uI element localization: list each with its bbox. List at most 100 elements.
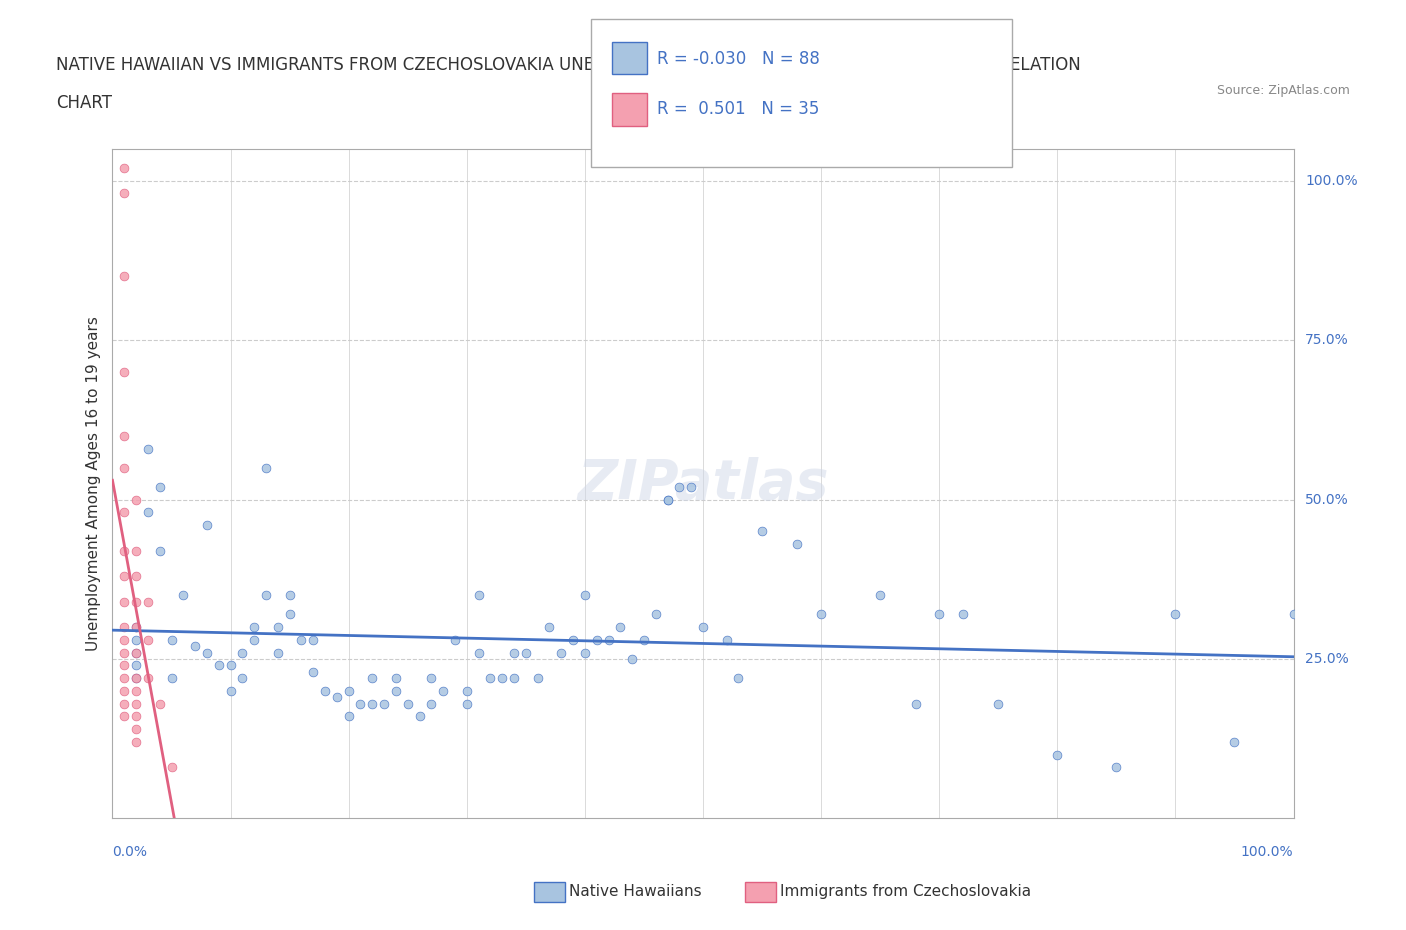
Point xyxy=(149,697,172,711)
Point xyxy=(125,658,148,672)
Point xyxy=(396,697,419,711)
Point xyxy=(112,594,135,609)
Point xyxy=(928,607,950,622)
Point xyxy=(361,697,384,711)
Point xyxy=(467,645,489,660)
Point xyxy=(254,588,277,603)
Point xyxy=(550,645,572,660)
Point xyxy=(869,588,891,603)
Point xyxy=(751,524,773,538)
Point xyxy=(125,619,148,634)
Text: Native Hawaiians: Native Hawaiians xyxy=(569,884,702,899)
Point xyxy=(112,186,135,201)
Point xyxy=(503,671,526,685)
Point xyxy=(562,632,585,647)
Point xyxy=(491,671,513,685)
Point xyxy=(373,697,395,711)
Point xyxy=(716,632,738,647)
Text: 0.0%: 0.0% xyxy=(112,845,148,859)
Point xyxy=(644,607,666,622)
Point xyxy=(172,588,194,603)
Point xyxy=(314,684,336,698)
Point xyxy=(432,684,454,698)
Point xyxy=(125,709,148,724)
Point xyxy=(195,518,218,533)
Point xyxy=(160,671,183,685)
Point xyxy=(1046,747,1069,762)
Point xyxy=(136,671,159,685)
Y-axis label: Unemployment Among Ages 16 to 19 years: Unemployment Among Ages 16 to 19 years xyxy=(86,316,101,651)
Point xyxy=(125,735,148,750)
Point xyxy=(585,632,607,647)
Text: 100.0%: 100.0% xyxy=(1305,174,1358,188)
Point xyxy=(278,607,301,622)
Point xyxy=(125,645,148,660)
Point xyxy=(278,588,301,603)
Point xyxy=(231,645,253,660)
Point xyxy=(668,479,690,494)
Point xyxy=(727,671,749,685)
Point xyxy=(112,568,135,583)
Point xyxy=(125,671,148,685)
Point xyxy=(326,690,349,705)
Point xyxy=(349,697,371,711)
Point xyxy=(184,639,207,654)
Point xyxy=(657,492,679,507)
Text: R =  0.501   N = 35: R = 0.501 N = 35 xyxy=(657,100,818,118)
Point xyxy=(125,568,148,583)
Point xyxy=(385,671,408,685)
Point xyxy=(408,709,430,724)
Text: NATIVE HAWAIIAN VS IMMIGRANTS FROM CZECHOSLOVAKIA UNEMPLOYMENT AMONG AGES 16 TO : NATIVE HAWAIIAN VS IMMIGRANTS FROM CZECH… xyxy=(56,57,1081,74)
Point xyxy=(681,479,703,494)
Point xyxy=(1105,760,1128,775)
Point xyxy=(112,429,135,444)
Point xyxy=(112,645,135,660)
Point xyxy=(538,619,561,634)
Point xyxy=(112,658,135,672)
Point xyxy=(456,684,478,698)
Point xyxy=(952,607,974,622)
Point xyxy=(112,505,135,520)
Text: ZIPatlas: ZIPatlas xyxy=(578,457,828,511)
Point xyxy=(1282,607,1305,622)
Point xyxy=(112,460,135,475)
Point xyxy=(420,697,443,711)
Point xyxy=(385,684,408,698)
Point xyxy=(267,619,290,634)
Point xyxy=(219,658,242,672)
Point xyxy=(574,588,596,603)
Point xyxy=(125,619,148,634)
Point xyxy=(692,619,714,634)
Point xyxy=(904,697,927,711)
Point xyxy=(987,697,1010,711)
Point xyxy=(786,537,808,551)
Point xyxy=(112,709,135,724)
Point xyxy=(125,671,148,685)
Point xyxy=(136,505,159,520)
Point xyxy=(112,697,135,711)
Point xyxy=(160,760,183,775)
Point xyxy=(112,269,135,284)
Point xyxy=(420,671,443,685)
Point xyxy=(149,479,172,494)
Point xyxy=(810,607,832,622)
Point xyxy=(112,684,135,698)
Point xyxy=(503,645,526,660)
Point xyxy=(112,671,135,685)
Point xyxy=(337,709,360,724)
Point xyxy=(267,645,290,660)
Point xyxy=(125,722,148,737)
Point xyxy=(456,697,478,711)
Point xyxy=(633,632,655,647)
Text: Source: ZipAtlas.com: Source: ZipAtlas.com xyxy=(1216,84,1350,97)
Point xyxy=(337,684,360,698)
Text: Immigrants from Czechoslovakia: Immigrants from Czechoslovakia xyxy=(780,884,1032,899)
Text: 100.0%: 100.0% xyxy=(1241,845,1294,859)
Point xyxy=(125,697,148,711)
Point xyxy=(444,632,467,647)
Point xyxy=(243,632,266,647)
Point xyxy=(479,671,502,685)
Point xyxy=(112,619,135,634)
Point xyxy=(361,671,384,685)
Point xyxy=(219,684,242,698)
